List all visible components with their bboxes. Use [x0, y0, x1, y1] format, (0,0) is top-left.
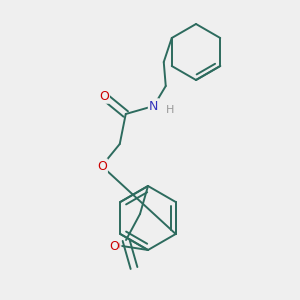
Text: O: O — [99, 89, 109, 103]
Text: O: O — [110, 239, 120, 253]
Text: H: H — [166, 105, 174, 115]
Text: N: N — [149, 100, 158, 112]
Text: O: O — [109, 239, 119, 253]
Text: O: O — [97, 160, 107, 172]
